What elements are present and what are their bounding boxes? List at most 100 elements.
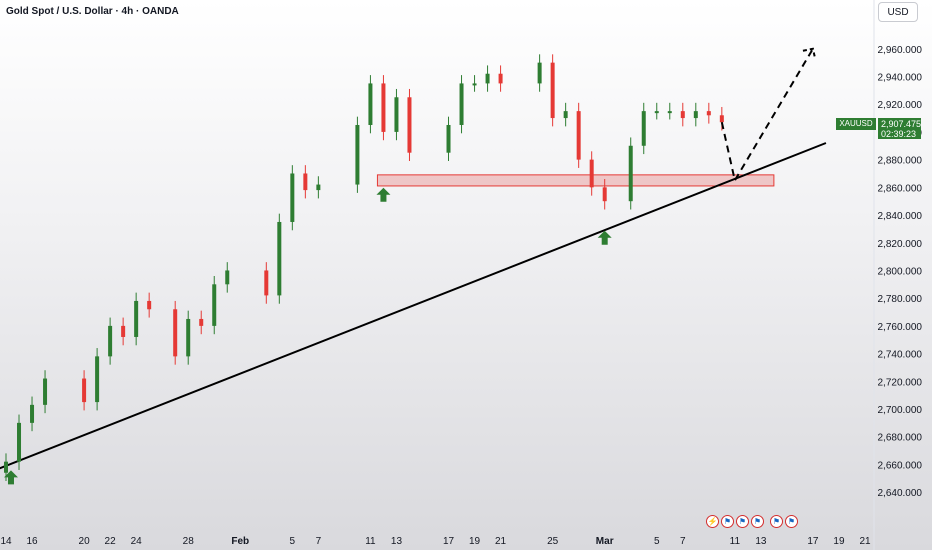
y-tick-label: 2,840.000 [878,211,923,222]
candle-body [693,111,698,119]
y-tick-label: 2,740.000 [878,350,923,361]
candle-body [472,83,477,86]
y-tick-label: 2,640.000 [878,488,923,499]
up-arrow-icon [3,470,18,485]
candle-body [498,73,503,84]
candle-body [680,111,685,119]
x-tick-label: 24 [131,536,143,547]
y-tick-label: 2,940.000 [878,72,923,83]
y-tick-label: 2,760.000 [878,322,923,333]
candle-body [212,284,217,326]
x-tick-label: Mar [596,536,614,547]
current-price: 2,907.475 [881,119,922,129]
x-tick-label: 11 [365,536,376,547]
y-tick-label: 2,780.000 [878,294,923,305]
x-tick-label: 17 [443,536,455,547]
x-tick-label: Feb [231,536,249,547]
candle-body [550,62,555,119]
up-arrow-icon [597,230,612,245]
candle-body [225,270,230,285]
us-flag-icon[interactable]: ⚑ [751,515,764,528]
candle-body [173,309,178,357]
candle-body [394,97,399,132]
us-flag-icon[interactable]: ⚑ [770,515,783,528]
candle-body [121,325,126,337]
projection-path [720,48,814,184]
y-tick-label: 2,800.000 [878,266,923,277]
candle-body [147,300,152,310]
x-tick-label: 13 [391,536,403,547]
candle-body [459,83,464,125]
candle-body [95,356,100,403]
candle-body [407,97,412,153]
candle-body [277,221,282,296]
x-tick-label: 13 [755,536,767,547]
candle-body [563,111,568,119]
candle-body [589,159,594,188]
x-tick-label: 21 [495,536,507,547]
y-tick-label: 2,700.000 [878,405,923,416]
us-flag-icon[interactable]: ⚑ [736,515,749,528]
us-flag-icon[interactable]: ⚑ [721,515,734,528]
current-price-label: 2,907.475 02:39:23 [878,118,921,139]
x-tick-label: 28 [183,536,195,547]
y-tick-label: 2,680.000 [878,433,923,444]
candle-body [719,115,724,123]
up-arrow-icon [376,187,391,202]
x-tick-label: 14 [0,536,12,547]
candle-body [186,318,191,357]
candle-body [4,461,8,473]
candle-body [30,404,35,423]
us-flag-icon[interactable]: ⚑ [785,515,798,528]
candle-body [706,111,711,116]
candle-body [485,73,490,84]
y-tick-label: 2,960.000 [878,45,923,56]
bar-countdown: 02:39:23 [881,129,917,139]
candle-body [446,124,451,153]
candle-body [303,173,308,191]
support-zone [376,174,775,187]
candle-body [17,422,22,462]
candle-body [82,378,87,403]
candle-body [537,62,542,84]
candle-body [264,270,269,296]
x-tick-label: 16 [26,536,38,547]
y-tick-label: 2,820.000 [878,239,923,250]
candle-body [602,187,607,202]
x-tick-label: 7 [680,536,686,547]
x-tick-label: 20 [79,536,91,547]
symbol-label: XAUUSD [836,118,876,130]
y-tick-label: 2,880.000 [878,156,923,167]
x-tick-label: 5 [654,536,660,547]
y-tick-label: 2,920.000 [878,100,923,111]
x-tick-label: 19 [833,536,845,547]
lightning-icon[interactable]: ⚡ [706,515,719,528]
projection-arrowhead [802,47,816,58]
x-tick-label: 7 [316,536,322,547]
candle-body [667,111,672,114]
candle-body [576,111,581,160]
x-tick-label: 11 [730,536,741,547]
candle-body [381,83,386,132]
candle-body [290,173,295,222]
candle-body [641,111,646,146]
y-tick-label: 2,660.000 [878,460,923,471]
x-tick-label: 5 [290,536,296,547]
candle-body [134,300,139,337]
candle-body [108,325,113,357]
candle-body [628,145,633,202]
chart-title: Gold Spot / U.S. Dollar · 4h · OANDA [6,6,179,17]
candle-body [316,184,321,191]
candle-body [199,318,204,326]
y-tick-label: 2,720.000 [878,377,923,388]
currency-button[interactable]: USD [878,2,918,22]
x-tick-label: 17 [807,536,819,547]
x-tick-label: 25 [547,536,559,547]
candle-body [355,124,360,185]
candle-body [43,378,48,405]
y-tick-label: 2,860.000 [878,183,923,194]
x-tick-label: 22 [105,536,117,547]
x-tick-label: 21 [859,536,871,547]
